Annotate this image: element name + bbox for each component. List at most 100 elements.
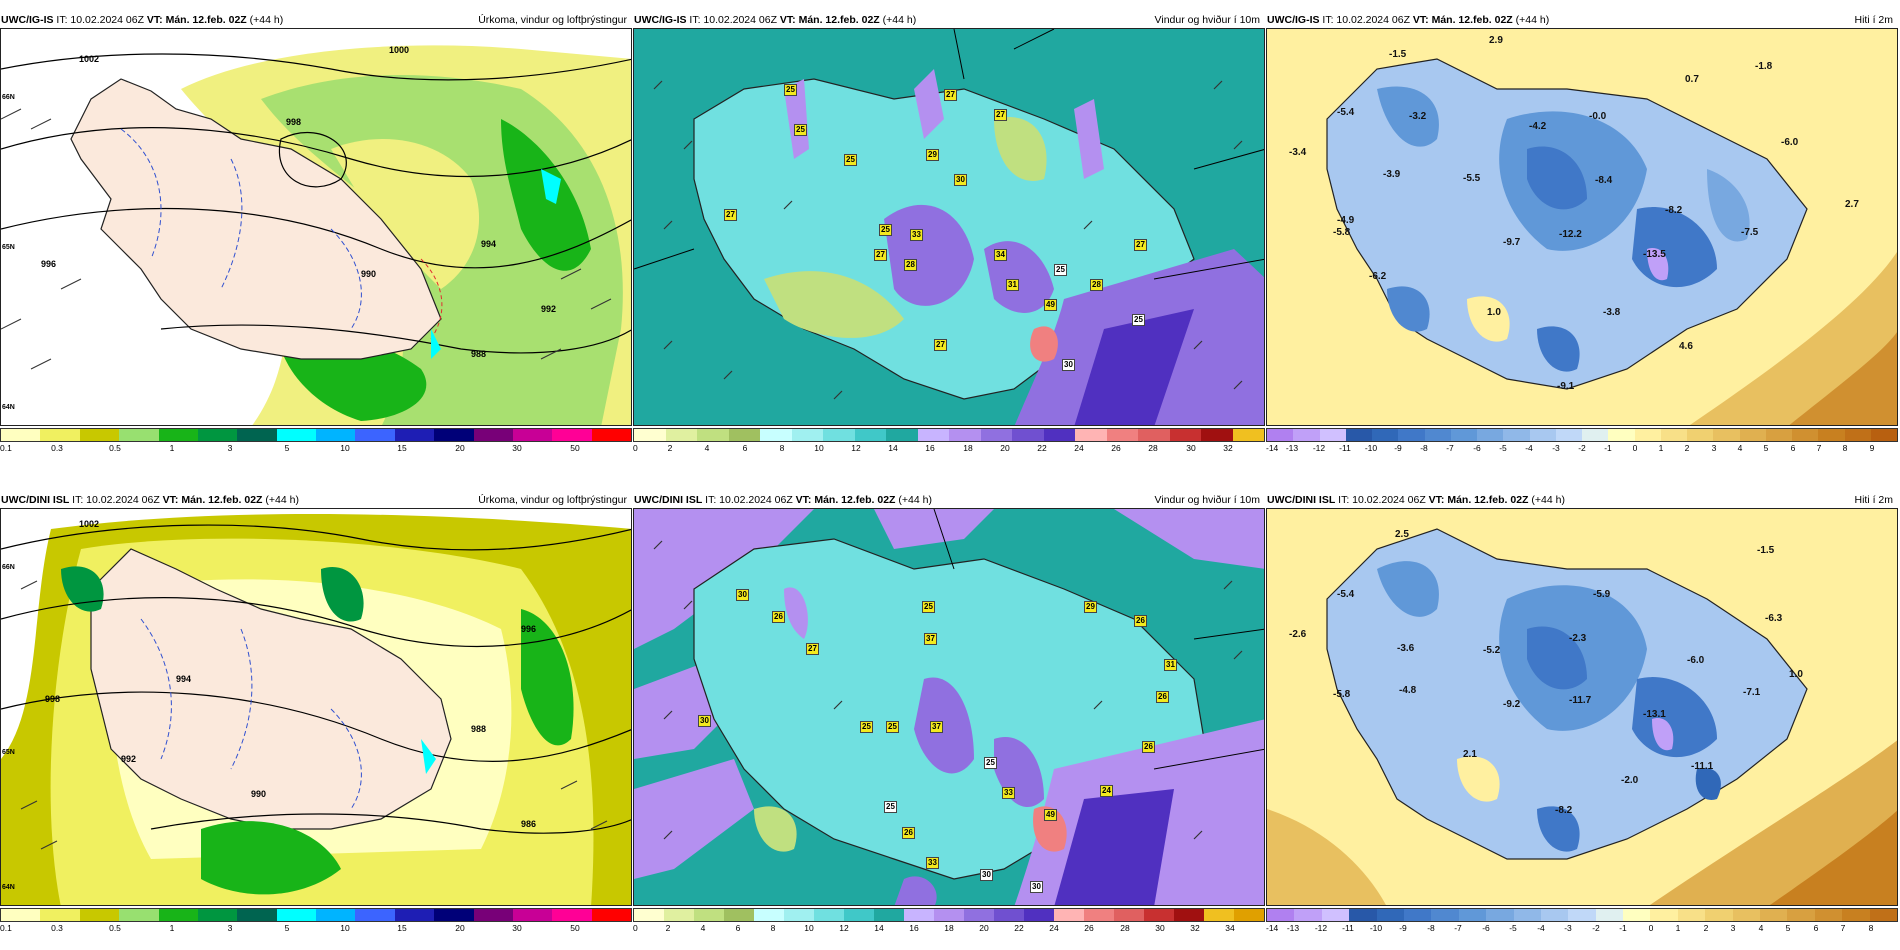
map-wind: 30 26 25 29 26 27 37 31 30 25 25 37 26 2… xyxy=(633,508,1265,906)
colorbar-tick-label: 26 xyxy=(1111,443,1121,453)
temp-label: -2.0 xyxy=(1621,775,1639,786)
panel-title: Hiti í 2m xyxy=(1854,14,1893,26)
temp-label: 4.6 xyxy=(1679,341,1693,352)
temp-label: -7.5 xyxy=(1741,227,1759,238)
colorbar-tick-label: 20 xyxy=(455,443,465,453)
colorbar-tick-label: -2 xyxy=(1592,923,1600,933)
precip-map-svg xyxy=(1,509,631,905)
colorbar-swatch xyxy=(1842,909,1870,921)
colorbar-tick-label: 8 xyxy=(1842,443,1848,453)
colorbar-swatch xyxy=(1818,429,1845,441)
colorbar-swatch xyxy=(964,909,994,921)
map-wind: 25 27 27 25 25 29 30 27 25 33 27 28 34 3… xyxy=(633,28,1265,426)
colorbar-tick-label: 6 xyxy=(1790,443,1796,453)
colorbar-tick-label: 14 xyxy=(874,923,884,933)
colorbar-swatch xyxy=(355,909,395,921)
colorbar-swatch xyxy=(40,909,80,921)
colorbar-ticks: 0.1 0.3 0.5 1 3 5 10 15 20 30 50 xyxy=(0,923,632,935)
temp-label: -13.1 xyxy=(1643,709,1666,720)
temp-label: -8.2 xyxy=(1665,205,1683,216)
colorbar-swatch xyxy=(697,429,729,441)
precip-map-svg xyxy=(1,29,631,425)
colorbar-swatch xyxy=(1555,429,1582,441)
colorbar-swatch xyxy=(316,909,356,921)
lead-time: (+44 h) xyxy=(882,14,917,26)
latitude-label: 65N xyxy=(2,749,15,756)
colorbar-tick-label: 0.1 xyxy=(0,443,12,453)
colorbar-swatch xyxy=(1232,429,1264,441)
temp-label: -6.3 xyxy=(1765,613,1783,624)
gust-label: 27 xyxy=(944,89,957,101)
valid-label: VT: xyxy=(146,14,163,26)
colorbar-tick-label: 14 xyxy=(888,443,898,453)
colorbar-ticks: 0 2 4 6 8 10 12 14 16 18 20 22 24 26 28 30 32 xyxy=(633,443,1265,455)
colorbar-tick-label: 18 xyxy=(963,443,973,453)
latitude-label: 65N xyxy=(2,244,15,251)
valid-time: Mán. 12.feb. 02Z xyxy=(1431,14,1513,26)
temp-label: 2.1 xyxy=(1463,749,1477,760)
gust-label: 30 xyxy=(980,869,993,881)
panel-title: Úrkoma, vindur og loftþrýstingur xyxy=(478,494,627,506)
colorbar-swatch xyxy=(886,429,918,441)
colorbar-tick-label: 7 xyxy=(1816,443,1822,453)
colorbar-swatch xyxy=(158,909,198,921)
colorbar-swatch xyxy=(814,909,844,921)
colorbar-tick-label: -7 xyxy=(1446,443,1454,453)
colorbar-swatch xyxy=(980,429,1012,441)
colorbar-swatch xyxy=(784,909,814,921)
temp-label: -9.1 xyxy=(1557,381,1575,392)
colorbar-swatch xyxy=(844,909,874,921)
model-name: UWC/IG-IS xyxy=(1267,14,1320,26)
isobar-label: 998 xyxy=(286,117,302,127)
gust-label: 25 xyxy=(884,801,897,813)
panel-precip-dini: UWC/DINI ISL IT: 10.02.2024 06Z VT: Mán.… xyxy=(0,492,632,948)
colorbar-tick-label: -4 xyxy=(1537,923,1545,933)
gust-label: 25 xyxy=(1054,264,1067,276)
colorbar-swatch xyxy=(1169,429,1201,441)
colorbar-ticks: 0 2 4 6 8 10 12 14 16 18 20 22 24 26 28 30 32 34 xyxy=(633,923,1265,935)
colorbar-swatch xyxy=(79,429,120,441)
colorbar-swatch xyxy=(1503,429,1530,441)
colorbar-tick-label: -6 xyxy=(1482,923,1490,933)
colorbar-tick-label: 5 xyxy=(1763,443,1769,453)
gust-label: 37 xyxy=(924,633,937,645)
isobar-label: 1000 xyxy=(389,45,410,55)
colorbar xyxy=(1266,428,1898,442)
colorbar-tick-label: 0.5 xyxy=(109,923,121,933)
temp-label: -5.8 xyxy=(1333,227,1351,238)
colorbar xyxy=(0,428,632,442)
lead-time: (+44 h) xyxy=(1515,14,1550,26)
temp-label: 2.5 xyxy=(1395,529,1409,540)
colorbar-tick-label: 28 xyxy=(1120,923,1130,933)
colorbar-swatch xyxy=(1345,429,1372,441)
colorbar-swatch xyxy=(1234,909,1264,921)
colorbar-swatch xyxy=(1687,429,1714,441)
temp-label: -7.1 xyxy=(1743,687,1761,698)
colorbar-swatch xyxy=(1660,429,1687,441)
colorbar-tick-label: 0.1 xyxy=(0,923,12,933)
map-temp: 2.5 -1.5 -5.4 -5.9 -2.6 -3.6 -5.2 -2.3 -… xyxy=(1266,508,1898,906)
colorbar-tick-label: -11 xyxy=(1339,443,1351,453)
colorbar-tick-label: 16 xyxy=(909,923,919,933)
colorbar-tick-label: 4 xyxy=(704,443,710,453)
colorbar-tick-label: 2 xyxy=(667,443,673,453)
valid-time: Mán. 12.feb. 02Z xyxy=(814,494,896,506)
colorbar-swatch xyxy=(158,429,198,441)
colorbar-swatch xyxy=(1705,909,1733,921)
colorbar-swatch xyxy=(1403,909,1432,921)
colorbar-swatch xyxy=(1458,909,1487,921)
colorbar-swatch xyxy=(1732,909,1761,921)
colorbar-tick-label: -10 xyxy=(1369,923,1383,933)
colorbar-swatch xyxy=(1870,429,1897,441)
colorbar xyxy=(633,908,1265,922)
colorbar-swatch xyxy=(1293,429,1320,441)
colorbar-swatch xyxy=(1787,909,1815,921)
colorbar-swatch xyxy=(994,909,1024,921)
colorbar-tick-label: -11 xyxy=(1342,923,1354,933)
wind-map-svg xyxy=(634,509,1264,905)
temp-label: -3.9 xyxy=(1383,169,1401,180)
temp-label: -3.6 xyxy=(1397,643,1415,654)
init-time: IT: 10.02.2024 06Z xyxy=(705,494,793,506)
colorbar-tick-label: 1 xyxy=(169,443,175,453)
colorbar-tick-label: 20 xyxy=(1000,443,1010,453)
